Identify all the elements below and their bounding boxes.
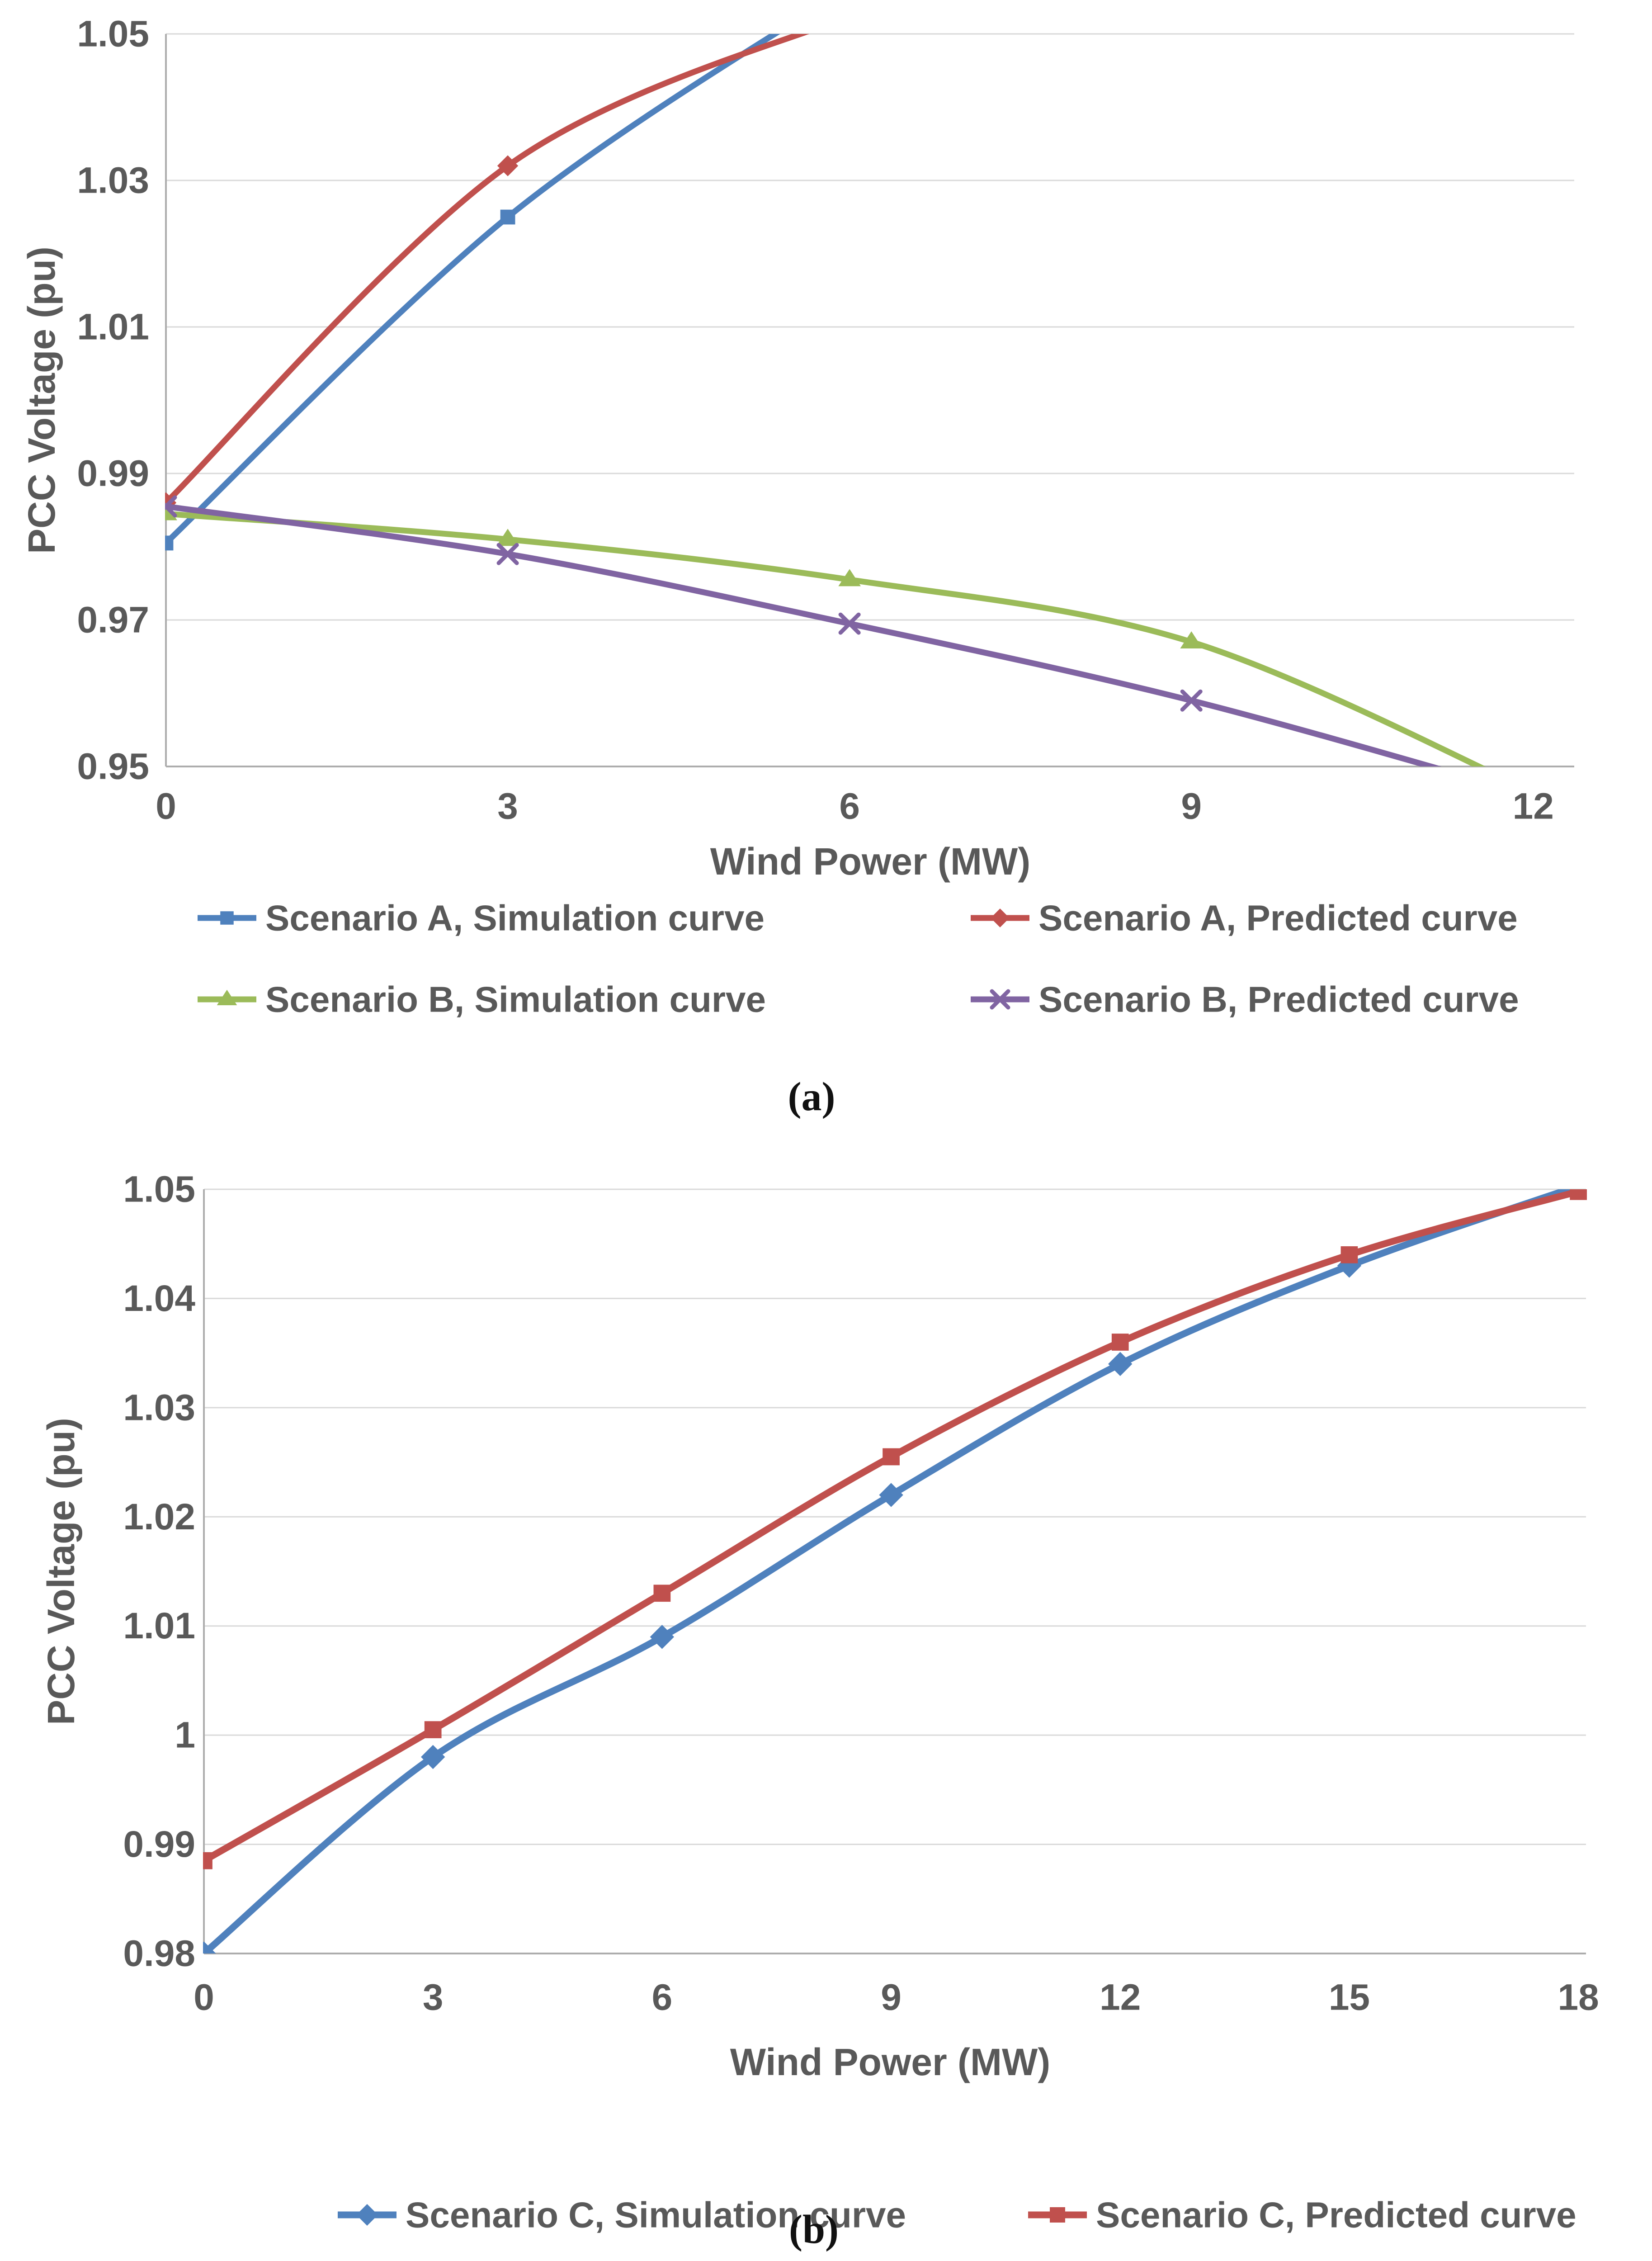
triangle-marker [217, 989, 237, 1005]
legend-item-scenario-c-predicted-curve: Scenario C, Predicted curve [1028, 2195, 1576, 2235]
x-marker [838, 612, 861, 635]
triangle-marker [838, 569, 861, 587]
diamond-marker [991, 908, 1010, 927]
series-scenario-a-simulation-curve [165, 34, 780, 551]
x-axis-title: Wind Power (MW) [710, 840, 1030, 883]
square-marker [165, 535, 174, 551]
y-tick-label: 1.02 [123, 1496, 195, 1537]
square-marker [1050, 2207, 1065, 2223]
series-scenario-c-simulation-curve [203, 1189, 1580, 1954]
square-marker [1111, 1334, 1129, 1351]
x-tick-label: 12 [1100, 1977, 1141, 2018]
legend-label: Scenario A, Predicted curve [1038, 898, 1518, 938]
series-line [165, 34, 780, 546]
legend-label: Scenario B, Predicted curve [1038, 979, 1519, 1020]
legend-label: Scenario C, Simulation curve [406, 2195, 906, 2235]
x-tick-label: 6 [652, 1977, 673, 2018]
series-scenario-b-predicted-curve [165, 495, 1442, 766]
legend-item-scenario-b-predicted-curve: Scenario B, Predicted curve [971, 979, 1519, 1020]
triangle-marker [1180, 631, 1203, 649]
x-tick-label: 6 [839, 786, 860, 827]
series-line [165, 34, 810, 506]
x-marker [1180, 689, 1203, 712]
square-marker [424, 1721, 442, 1738]
series-line [203, 1189, 1580, 1954]
square-marker [220, 911, 234, 925]
square-marker [203, 1852, 212, 1869]
x-tick-label: 9 [1181, 786, 1202, 827]
x-axis-title: Wind Power (MW) [730, 2041, 1050, 2083]
series-line [165, 511, 1486, 766]
diamond-marker [879, 1483, 903, 1507]
chart-a-line-chart: 0.95 0.97 0.99 1.01 1.03 1.05 0 3 6 9 12 Wind Power… [20, 14, 1574, 1020]
legend-label: Scenario C, Predicted curve [1096, 2195, 1576, 2235]
y-tick-label: 1.01 [123, 1605, 195, 1646]
y-tick-label: 1.05 [77, 14, 149, 55]
diamond-marker [203, 1941, 216, 1954]
legend-item-scenario-a-predicted-curve: Scenario A, Predicted curve [971, 898, 1518, 938]
x-tick-label: 9 [881, 1977, 902, 2018]
y-tick-label: 0.99 [123, 1824, 195, 1865]
y-tick-label: 1.03 [123, 1387, 195, 1428]
series-line [203, 1189, 1582, 1864]
y-tick-label: 1 [175, 1715, 195, 1756]
y-tick-label: 0.95 [77, 746, 149, 787]
diamond-marker [1108, 1352, 1133, 1376]
diamond-marker [356, 2204, 378, 2226]
y-tick-label: 0.98 [123, 1933, 195, 1974]
legend-item-scenario-b-simulation-curve: Scenario B, Simulation curve [198, 979, 766, 1020]
y-tick-label: 0.97 [77, 600, 149, 641]
diamond-marker [421, 1745, 445, 1769]
square-marker [500, 209, 515, 225]
y-tick-label: 1.04 [123, 1278, 195, 1319]
chart-b-line-chart: 0.98 0.99 1 1.01 1.02 1.03 1.04 1.05 0 3 6 9 12 15 18 W… [40, 1169, 1599, 2235]
square-marker [1340, 1246, 1358, 1263]
y-axis-title: PCC Voltage (pu) [40, 1418, 82, 1725]
series-scenario-c-predicted-curve [203, 1189, 1587, 1869]
legend-label: Scenario B, Simulation curve [265, 979, 766, 1020]
square-marker [883, 1448, 900, 1466]
x-tick-label: 15 [1329, 1977, 1370, 2018]
y-tick-label: 1.05 [123, 1169, 195, 1210]
square-marker [1570, 1189, 1587, 1200]
x-tick-label: 3 [497, 786, 518, 827]
caption-a: (a) [788, 1074, 835, 1119]
x-tick-label: 0 [156, 786, 176, 827]
y-tick-label: 0.99 [77, 453, 149, 494]
square-marker [653, 1585, 671, 1602]
x-tick-label: 12 [1513, 786, 1554, 827]
series-scenario-b-simulation-curve [165, 503, 1486, 766]
diamond-marker [650, 1625, 675, 1649]
caption-b: (b) [789, 2207, 839, 2252]
legend-item-scenario-a-simulation-curve: Scenario A, Simulation curve [198, 898, 765, 938]
series-line [165, 503, 1442, 766]
legend-item-scenario-c-simulation-curve: Scenario C, Simulation curve [338, 2195, 906, 2235]
x-tick-label: 3 [423, 1977, 444, 2018]
y-axis-title: PCC Voltage (pu) [20, 246, 63, 554]
diamond-marker [497, 155, 519, 176]
x-marker [496, 543, 519, 565]
y-tick-label: 1.01 [77, 307, 149, 348]
legend-label: Scenario A, Simulation curve [265, 898, 765, 938]
x-tick-label: 0 [194, 1977, 214, 2018]
y-tick-label: 1.03 [77, 160, 149, 201]
x-tick-label: 18 [1558, 1977, 1599, 2018]
x-marker [165, 495, 177, 518]
triangle-marker [496, 529, 519, 546]
x-marker [990, 989, 1010, 1010]
series-scenario-a-predicted-curve [165, 34, 810, 513]
